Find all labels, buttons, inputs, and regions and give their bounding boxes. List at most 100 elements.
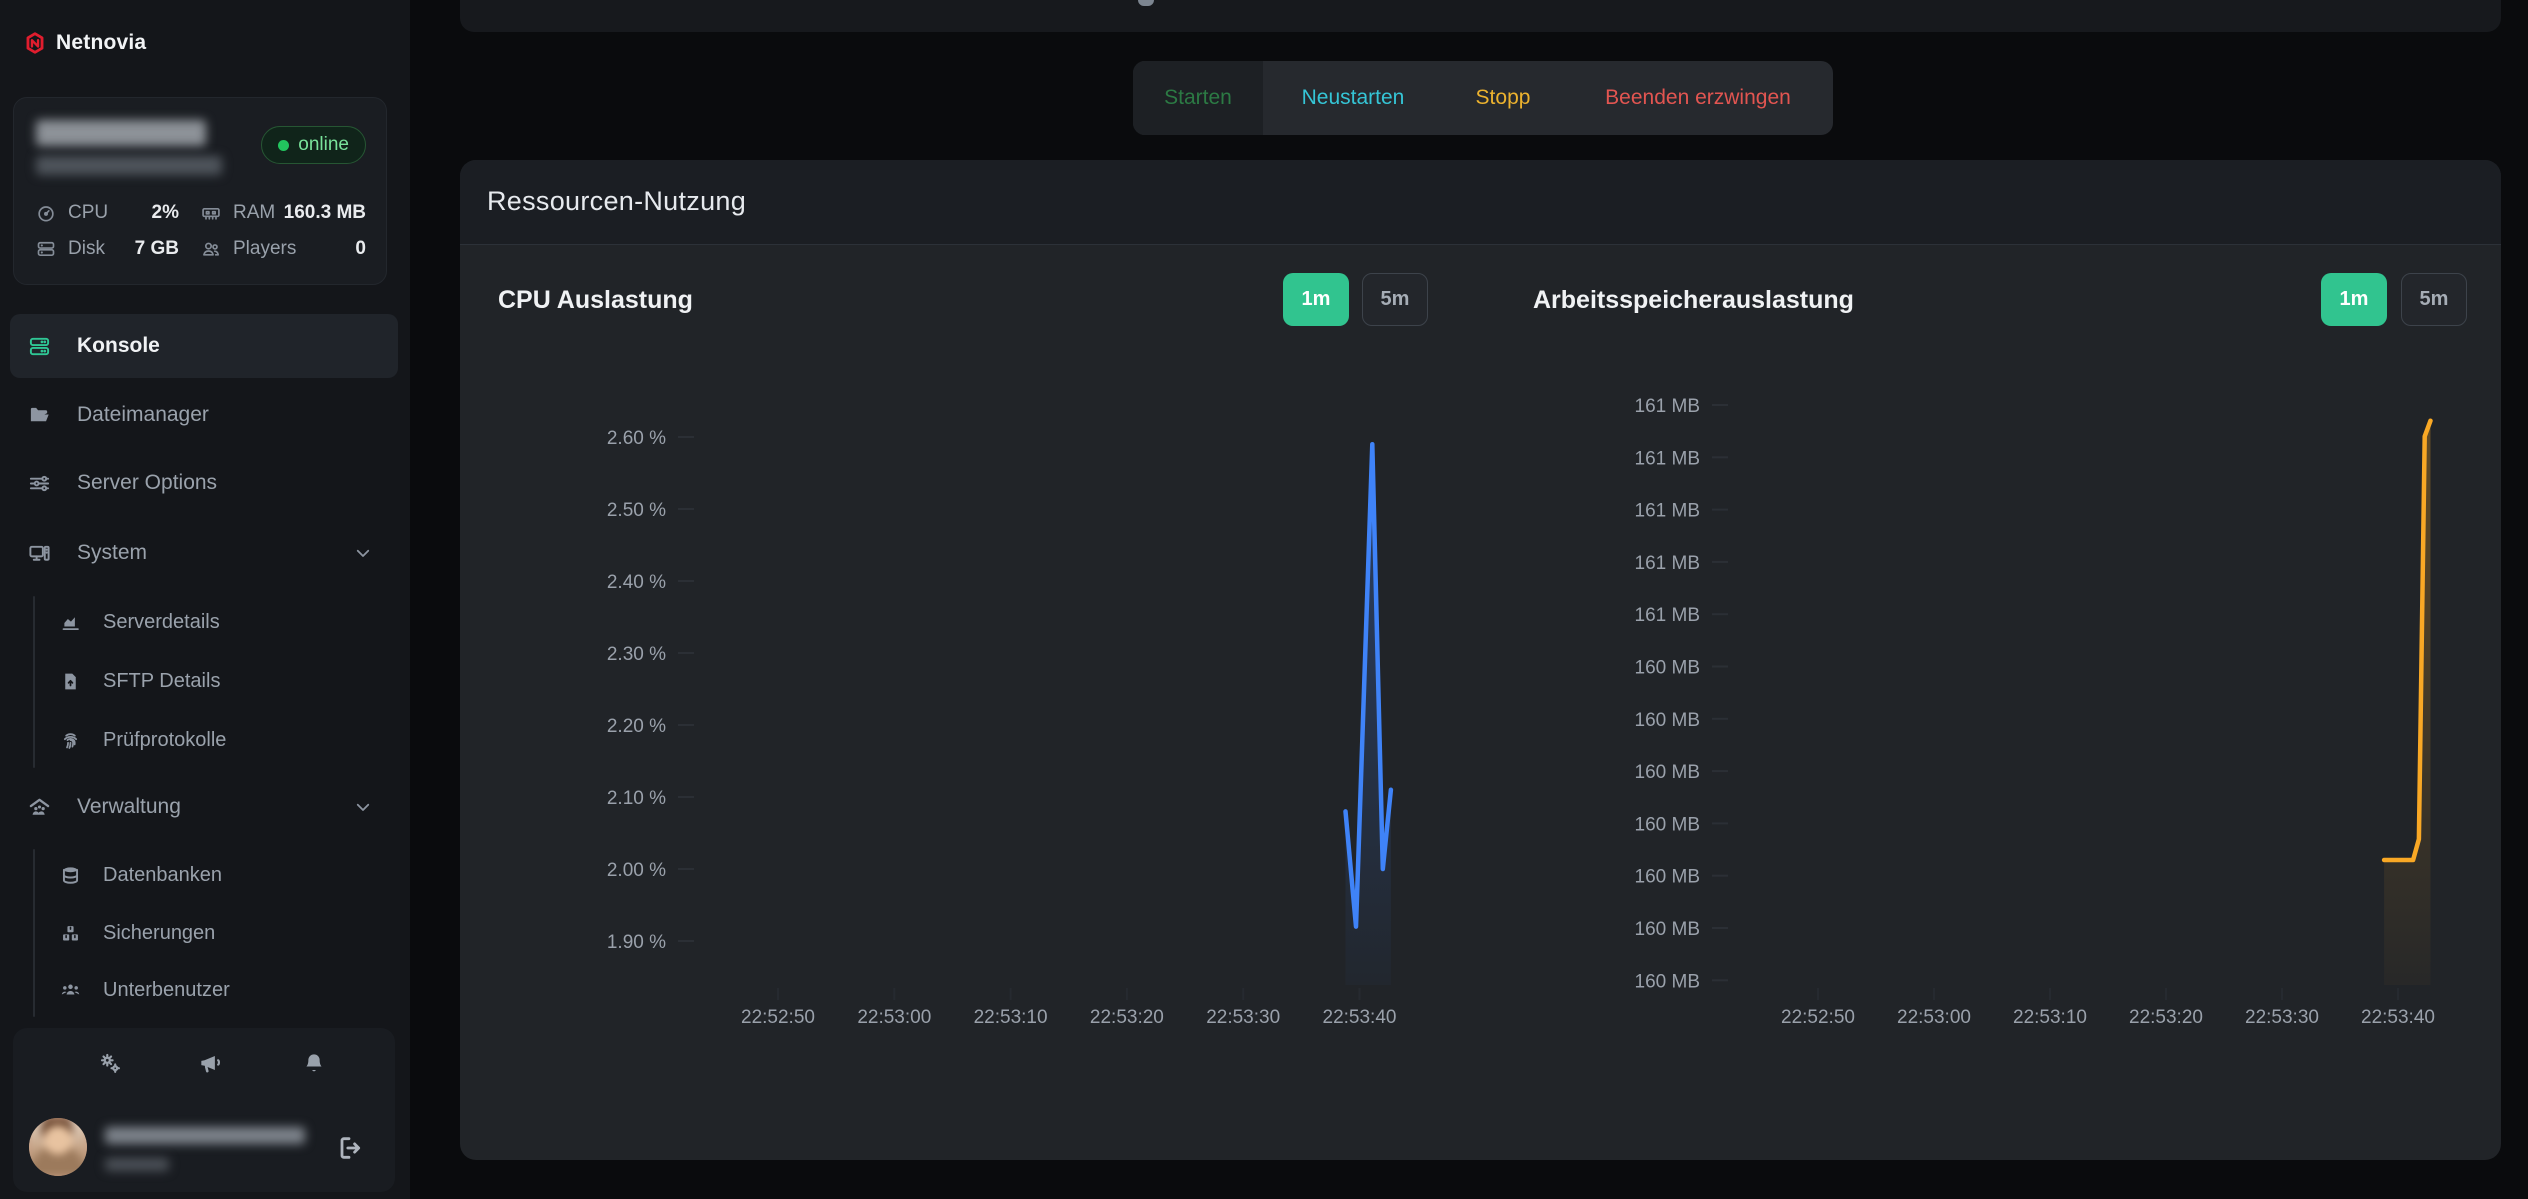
stat-label: Players (233, 238, 297, 259)
series-line (1343, 441, 1394, 929)
online-dot-icon (278, 139, 290, 151)
sliders-icon (28, 472, 51, 495)
server-address-redacted (36, 156, 222, 175)
bell-icon[interactable] (301, 1050, 327, 1076)
display-icon (28, 542, 51, 565)
stop-button[interactable]: Stopp (1475, 86, 1531, 109)
chart-area-icon (60, 612, 81, 633)
y-tick-label: 160 MB (1635, 814, 1700, 835)
series-line (2381, 418, 2433, 863)
cropped-icon (1138, 0, 1154, 6)
user-name-redacted (105, 1127, 305, 1144)
fingerprint-icon (60, 730, 81, 751)
sidebar-item-verwaltung[interactable]: Verwaltung (10, 775, 398, 839)
y-tick-label: 160 MB (1635, 658, 1700, 679)
disk-icon (36, 239, 56, 259)
brand-name: Netnovia (56, 31, 147, 54)
x-tick-label: 22:53:10 (974, 1007, 1048, 1028)
sidebar-item-label: Prüfprotokolle (103, 728, 227, 751)
server-icon (28, 335, 51, 358)
x-tick-label: 22:53:40 (1323, 1007, 1397, 1028)
submenu-rule (33, 596, 35, 768)
server-info-card: online CPU 2% RAM 160.3 MB Disk 7 GB Pl (13, 97, 387, 285)
x-tick-label: 22:53:20 (2129, 1007, 2203, 1028)
sidebar-item-sicherungen[interactable]: Sicherungen (60, 906, 390, 960)
stat-players: Players 0 (201, 238, 366, 260)
y-tick-label: 161 MB (1635, 501, 1700, 522)
sidebar-item-system[interactable]: System (10, 521, 398, 585)
y-tick-label: 2.00 % (607, 860, 666, 881)
cpu-toggle-5m[interactable]: 5m (1362, 273, 1428, 326)
users-icon (60, 980, 81, 1001)
start-button[interactable]: Starten (1164, 86, 1232, 109)
stat-label: RAM (233, 202, 276, 223)
y-tick-label: 161 MB (1635, 396, 1700, 417)
file-upload-icon (60, 671, 81, 692)
sidebar-item-label: Datenbanken (103, 863, 222, 886)
house-users-icon (28, 796, 51, 819)
x-tick-label: 22:52:50 (1781, 1007, 1855, 1028)
players-icon (201, 239, 221, 259)
avatar-blur (29, 1118, 87, 1176)
sidebar-item-label: SFTP Details (103, 669, 221, 692)
y-tick-label: 2.30 % (607, 644, 666, 665)
kill-button[interactable]: Beenden erzwingen (1605, 86, 1791, 109)
stat-value: 160.3 MB (283, 202, 366, 223)
restart-button[interactable]: Neustarten (1301, 86, 1405, 109)
boxes-icon (60, 923, 81, 944)
sidebar-item-unterbenutzer[interactable]: Unterbenutzer (60, 963, 390, 1017)
y-tick-label: 160 MB (1635, 762, 1700, 783)
sidebar-item-serverdetails[interactable]: Serverdetails (60, 595, 390, 649)
y-tick-label: 161 MB (1635, 448, 1700, 469)
memory-chart-title: Arbeitsspeicherauslastung (1533, 286, 1854, 314)
memory-toggle-5m[interactable]: 5m (2401, 273, 2467, 326)
console-panel-cropped (460, 0, 2501, 32)
server-name-redacted (36, 120, 206, 146)
sidebar-item-dateimanager[interactable]: Dateimanager (10, 383, 398, 447)
series-area-fill (1345, 444, 1391, 985)
x-tick-label: 22:53:30 (2245, 1007, 2319, 1028)
stat-ram: RAM 160.3 MB (201, 202, 366, 224)
sidebar-item-server-options[interactable]: Server Options (10, 451, 398, 515)
y-tick-label: 2.40 % (607, 572, 666, 593)
chevron-down-icon (354, 544, 372, 562)
avatar[interactable] (29, 1118, 87, 1176)
sidebar-item-datenbanken[interactable]: Datenbanken (60, 848, 390, 902)
x-tick-label: 22:53:30 (1206, 1007, 1280, 1028)
gauge-icon (36, 203, 56, 223)
memory-toggle-1m[interactable]: 1m (2321, 273, 2387, 326)
cpu-toggle-1m[interactable]: 1m (1283, 273, 1349, 326)
sidebar: Netnovia online CPU 2% RAM 160.3 MB Disk (0, 0, 410, 1199)
megaphone-icon[interactable] (197, 1050, 223, 1076)
y-tick-label: 160 MB (1635, 971, 1700, 992)
panel-header: Ressourcen-Nutzung (460, 160, 2501, 245)
ram-icon (201, 203, 221, 223)
x-tick-label: 22:53:40 (2361, 1007, 2435, 1028)
sidebar-item-sftp-details[interactable]: SFTP Details (60, 654, 390, 708)
settings-gears-icon[interactable] (97, 1050, 123, 1076)
sidebar-item-pruefprotokolle[interactable]: Prüfprotokolle (60, 713, 390, 767)
y-tick-label: 160 MB (1635, 710, 1700, 731)
folder-open-icon (28, 404, 51, 427)
start-segment-bg (1133, 61, 1263, 135)
status-badge: online (261, 126, 366, 164)
stat-value: 2% (151, 202, 179, 223)
netnovia-logo-icon (22, 30, 48, 56)
y-tick-label: 2.10 % (607, 788, 666, 809)
y-tick-label: 160 MB (1635, 919, 1700, 940)
sidebar-item-label: Serverdetails (103, 610, 220, 633)
sidebar-item-label: Server Options (77, 471, 218, 494)
sidebar-item-label: Konsole (77, 334, 160, 357)
cpu-chart-title: CPU Auslastung (498, 286, 693, 314)
status-label: online (298, 134, 349, 155)
logout-icon[interactable] (335, 1134, 363, 1162)
x-tick-label: 22:53:00 (857, 1007, 931, 1028)
y-tick-label: 160 MB (1635, 867, 1700, 888)
stat-value: 7 GB (134, 238, 179, 259)
y-tick-label: 2.60 % (607, 428, 666, 449)
x-tick-label: 22:53:20 (1090, 1007, 1164, 1028)
database-icon (60, 865, 81, 886)
sidebar-item-konsole[interactable]: Konsole (10, 314, 398, 378)
x-tick-label: 22:52:50 (741, 1007, 815, 1028)
brand-logo[interactable]: Netnovia (22, 30, 146, 56)
